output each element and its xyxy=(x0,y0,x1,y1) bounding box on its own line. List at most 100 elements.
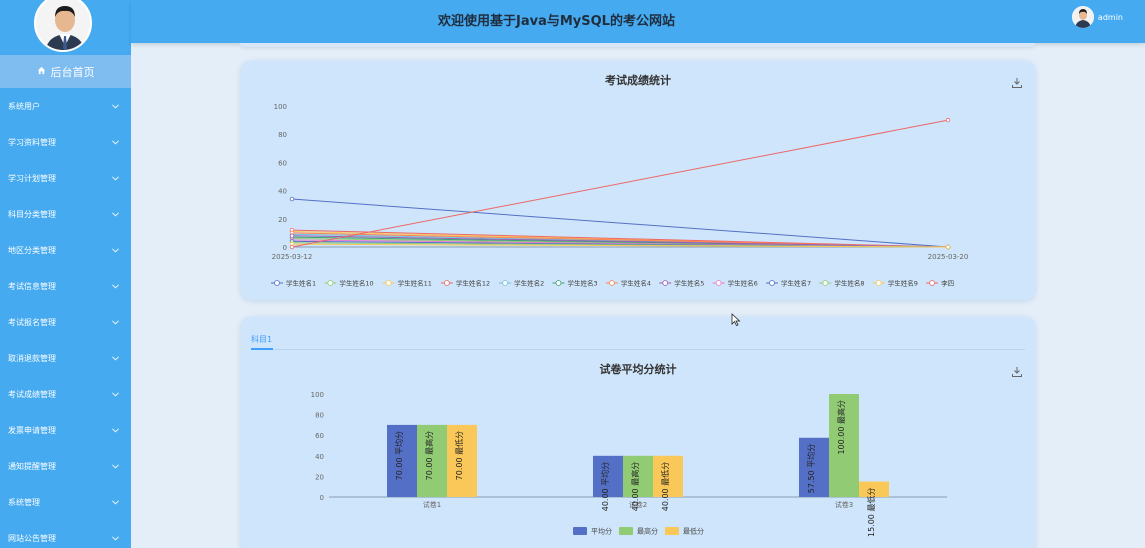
legend-item: 学生姓名3 xyxy=(552,279,598,288)
legend-marker xyxy=(608,280,615,286)
x-tick-label: 试卷3 xyxy=(835,500,853,509)
data-point xyxy=(289,233,295,238)
legend-marker xyxy=(875,280,882,286)
legend-label: 学生姓名9 xyxy=(888,279,918,288)
sidebar-item[interactable]: 地区分类管理 xyxy=(0,232,131,268)
legend-item: 最高分 xyxy=(619,527,658,536)
avatar[interactable] xyxy=(34,0,92,52)
sidebar-item[interactable]: 系统管理 xyxy=(0,484,131,520)
sidebar: 后台首页 系统用户 学习资料管理 学习计划管理 科目分类管理 地区分类管理 考试信息管理考… xyxy=(0,0,131,548)
legend-marker xyxy=(555,280,562,286)
legend-label: 学生姓名4 xyxy=(621,279,651,288)
legend-item: 学生姓名7 xyxy=(766,279,811,288)
legend-label: 学生姓名8 xyxy=(834,279,864,288)
sidebar-item[interactable]: 科目分类管理 xyxy=(0,196,131,232)
legend-item: 平均分 xyxy=(573,527,612,536)
page-title: 欢迎使用基于Java与MySQL的考公网站 xyxy=(438,14,675,29)
legend-label: 学生姓名2 xyxy=(514,279,544,288)
sidebar-item[interactable]: 通知提醒管理 xyxy=(0,448,131,484)
legend-marker xyxy=(385,280,392,286)
series-line xyxy=(291,243,949,248)
bar-data-label: 70.00 最高分 xyxy=(424,431,434,480)
user-name: admin xyxy=(1097,12,1123,22)
bar-chart: 0 20 40 60 80 100 试卷1 70.00 平均分 70.00 最高分 70.00 最… xyxy=(311,391,947,537)
bar xyxy=(417,424,447,497)
sidebar-item[interactable]: 学习资料管理 xyxy=(0,124,131,160)
legend-swatch xyxy=(665,527,679,535)
sidebar-item-home[interactable]: 后台首页 xyxy=(0,55,131,88)
bar xyxy=(653,455,683,497)
sidebar-menu: 系统用户学习资料管理 学习计划管理科目分类管理 地区分类管理 考试信息管理考试报名管理… xyxy=(0,88,131,548)
paper-avg-card: 科目1 试卷平均分统计 0 20 40 60 80 100 试卷1 70.00 平均分 70.0… xyxy=(241,317,1035,548)
tab-active-indicator xyxy=(251,348,273,350)
sidebar-item-label: 发票申请管理 xyxy=(8,425,56,435)
sidebar-item-label: 考试成绩管理 xyxy=(8,389,56,399)
sidebar-item[interactable]: 取消退款管理 xyxy=(0,340,131,376)
legend-marker xyxy=(822,280,829,286)
bar xyxy=(829,394,859,497)
legend-marker xyxy=(443,280,450,286)
user-avatar[interactable] xyxy=(1071,6,1094,28)
sidebar-item-label: 考试信息管理 xyxy=(8,281,56,291)
bar-data-label: 100.00 最高分 xyxy=(836,400,846,455)
sidebar-item-label: 网站公告管理 xyxy=(8,533,56,543)
legend-label: 学生姓名6 xyxy=(728,279,758,288)
y-tick-label: 40 xyxy=(278,188,287,196)
line-chart: 0 20 40 60 80 100 2025-03-12 2025-03-20 学生姓名1 学生姓… xyxy=(271,103,969,288)
legend-item: 学生姓名5 xyxy=(659,279,704,288)
sidebar-item-label: 系统用户 xyxy=(8,101,40,111)
sidebar-item[interactable]: 网站公告管理 xyxy=(0,520,131,548)
legend-marker xyxy=(769,280,775,286)
bar-data-label: 40.00 最高分 xyxy=(630,462,640,511)
y-tick-label: 20 xyxy=(315,473,324,481)
legend-item: 学生姓名2 xyxy=(499,279,544,288)
legend-label: 学生姓名12 xyxy=(456,279,490,288)
tab-bar-line xyxy=(251,349,1025,350)
y-tick-label: 60 xyxy=(278,159,287,167)
sidebar-avatar-area xyxy=(0,0,131,55)
bar xyxy=(447,424,477,497)
legend-item: 学生姓名11 xyxy=(382,279,432,288)
chevron-down-icon xyxy=(112,534,119,543)
sidebar-item[interactable]: 考试成绩管理 xyxy=(0,376,131,412)
download-icon[interactable] xyxy=(1011,363,1023,377)
series-line xyxy=(291,198,949,248)
chevron-down-icon xyxy=(112,210,119,219)
legend-item: 学生姓名6 xyxy=(712,279,758,288)
sidebar-item-label: 通知提醒管理 xyxy=(8,461,56,471)
bar-data-label: 57.50 平均分 xyxy=(806,444,816,493)
chevron-down-icon xyxy=(112,498,119,507)
tab-subject-1[interactable]: 科目1 xyxy=(251,335,273,344)
legend-item: 学生姓名9 xyxy=(872,279,918,288)
legend-label: 学生姓名1 xyxy=(286,279,316,288)
chevron-down-icon xyxy=(112,282,119,291)
bar-data-label: 70.00 平均分 xyxy=(394,431,404,480)
x-tick-label: 2025-03-20 xyxy=(928,253,969,261)
legend-item: 学生姓名1 xyxy=(271,279,316,288)
user-menu[interactable]: admin xyxy=(1071,6,1123,28)
legend-label: 最高分 xyxy=(637,527,658,536)
legend-item: 学生姓名12 xyxy=(440,279,490,288)
sidebar-item-label: 系统管理 xyxy=(8,497,40,507)
sidebar-item-label: 科目分类管理 xyxy=(8,209,56,219)
y-tick-label: 0 xyxy=(320,494,324,502)
download-icon[interactable] xyxy=(1011,74,1023,88)
y-tick-label: 80 xyxy=(315,412,324,420)
sidebar-item[interactable]: 系统用户 xyxy=(0,88,131,124)
chevron-down-icon xyxy=(112,102,119,111)
sidebar-item[interactable]: 考试信息管理 xyxy=(0,268,131,304)
x-tick-label: 试卷2 xyxy=(629,500,647,509)
bar-data-label: 40.00 平均分 xyxy=(600,462,610,511)
sidebar-item[interactable]: 发票申请管理 xyxy=(0,412,131,448)
sidebar-item-label: 地区分类管理 xyxy=(8,245,56,255)
sidebar-item[interactable]: 考试报名管理 xyxy=(0,304,131,340)
chevron-down-icon xyxy=(112,462,119,471)
bar xyxy=(593,455,623,497)
legend-label: 学生姓名5 xyxy=(674,279,704,288)
sidebar-item[interactable]: 学习计划管理 xyxy=(0,160,131,196)
bar-data-label: 40.00 最低分 xyxy=(660,462,670,511)
mouse-cursor-icon xyxy=(731,311,741,330)
chevron-down-icon xyxy=(112,174,119,183)
legend-marker xyxy=(502,280,509,286)
legend-label: 最低分 xyxy=(683,527,704,536)
